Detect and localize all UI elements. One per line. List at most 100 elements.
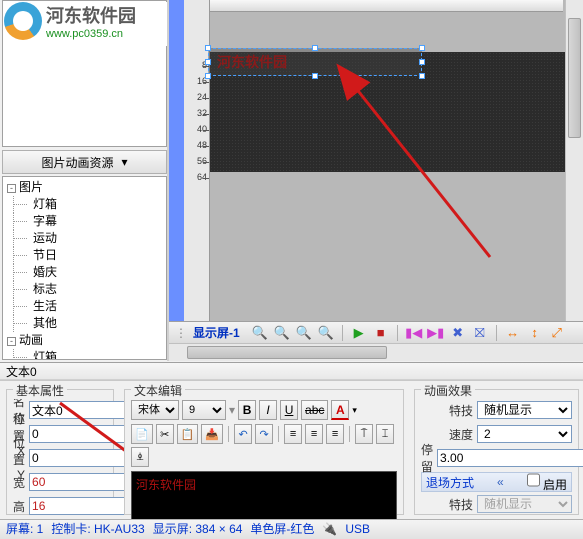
annotation-arrow-icon bbox=[340, 77, 500, 267]
valign-bottom-button[interactable]: ⍎ bbox=[131, 447, 149, 467]
play-icon[interactable]: ▶ bbox=[351, 325, 367, 341]
animation-effect-group: 动画效果 特技随机显示 速度2 停留▴▾ 退场方式 « 启用 特技随机显示 速度… bbox=[414, 389, 579, 515]
exit-mode-header: 退场方式 « 启用 bbox=[421, 472, 572, 492]
italic-button[interactable]: I bbox=[259, 400, 277, 420]
tree-item[interactable]: 其他 bbox=[7, 315, 162, 332]
logo-watermark: 河东软件园 www.pc0359.cn bbox=[4, 2, 167, 46]
separator bbox=[496, 325, 497, 341]
exit-mode-label: 退场方式 bbox=[426, 474, 474, 491]
effect-fx-select[interactable]: 随机显示 bbox=[477, 401, 572, 419]
stretch-v-icon[interactable]: ↕ bbox=[527, 325, 543, 341]
text-format-toolbar: 宋体 9 ▾ B I U abc A▾ bbox=[131, 400, 397, 420]
resize-handle[interactable] bbox=[312, 45, 318, 51]
undo-button[interactable]: ↶ bbox=[234, 424, 252, 444]
resource-dropdown[interactable]: 图片动画资源 ▾ bbox=[2, 150, 167, 174]
height-label: 高 bbox=[13, 498, 25, 515]
resize-handle[interactable] bbox=[205, 59, 211, 65]
property-header: 文本0 bbox=[0, 362, 583, 380]
zoom-fit-icon[interactable]: 🔍 bbox=[252, 325, 268, 341]
exit-fx-label: 特技 bbox=[421, 496, 473, 513]
text-object-selected[interactable]: 河东软件园 bbox=[208, 48, 422, 76]
scrollbar-vertical[interactable] bbox=[565, 0, 583, 321]
strikethrough-button[interactable]: abc bbox=[301, 400, 328, 420]
first-icon[interactable]: ▮◀ bbox=[406, 325, 422, 341]
font-color-button[interactable]: A bbox=[331, 400, 349, 420]
size-select[interactable]: 9 bbox=[182, 400, 226, 420]
import-button[interactable]: 📄 bbox=[131, 424, 153, 444]
scrollbar-thumb[interactable] bbox=[187, 346, 387, 359]
zoom-out-icon[interactable]: 🔍 bbox=[296, 325, 312, 341]
chevron-down-icon: ▾ bbox=[121, 155, 127, 169]
resize-handle[interactable] bbox=[205, 73, 211, 79]
text-align-toolbar: 📄 ✂ 📋 📥 ↶ ↷ ≡ ≡ ≡ ⍑ ⌶ ⍎ bbox=[131, 424, 397, 467]
valign-middle-button[interactable]: ⌶ bbox=[376, 424, 394, 444]
text-preview-content: 河东软件园 bbox=[136, 478, 196, 492]
basic-properties-group: 基本属性 名称 位置X▴▾ 位置Y▴▾ 宽▴▾ 高▴▾ bbox=[6, 389, 114, 515]
valign-top-button[interactable]: ⍑ bbox=[355, 424, 373, 444]
canvas-viewport[interactable]: 河东软件园 bbox=[210, 12, 563, 321]
effect-speed-select[interactable]: 2 bbox=[477, 425, 572, 443]
logo-title: 河东软件园 bbox=[46, 2, 136, 28]
bold-button[interactable]: B bbox=[238, 400, 256, 420]
status-usb: USB bbox=[345, 520, 370, 539]
tree-item[interactable]: 灯箱 bbox=[7, 349, 162, 360]
exit-enable-checkbox[interactable] bbox=[527, 471, 540, 489]
status-usb-icon: 🔌 bbox=[322, 520, 337, 539]
clear-icon[interactable]: ✖ bbox=[450, 325, 466, 341]
copy-button[interactable]: 📋 bbox=[177, 424, 199, 444]
status-screen: 屏幕: 1 bbox=[6, 520, 43, 539]
text-edit-group: 文本编辑 宋体 9 ▾ B I U abc A▾ 📄 ✂ 📋 📥 ↶ ↷ ≡ ≡… bbox=[124, 389, 404, 515]
logo-url: www.pc0359.cn bbox=[46, 28, 136, 40]
clear-all-icon[interactable]: ⛝ bbox=[472, 325, 488, 341]
stretch-both-icon[interactable]: ⤢ bbox=[549, 325, 565, 341]
align-right-button[interactable]: ≡ bbox=[326, 424, 344, 444]
tree-item[interactable]: 灯箱 bbox=[7, 196, 162, 213]
paste-button[interactable]: 📥 bbox=[201, 424, 223, 444]
resize-handle[interactable] bbox=[312, 73, 318, 79]
stretch-h-icon[interactable]: ↔ bbox=[505, 325, 521, 341]
effect-stay-input[interactable] bbox=[437, 449, 583, 467]
effect-speed-label: 速度 bbox=[421, 426, 473, 443]
tree-item[interactable]: 标志 bbox=[7, 281, 162, 298]
tree-item[interactable]: 节日 bbox=[7, 247, 162, 264]
exit-enable-label: 启用 bbox=[543, 478, 567, 492]
zoom-actual-icon[interactable]: 🔍 bbox=[318, 325, 334, 341]
text-object-content: 河东软件园 bbox=[217, 52, 287, 72]
resize-handle[interactable] bbox=[419, 59, 425, 65]
tree-node-images[interactable]: -图片 bbox=[7, 179, 162, 196]
tree-item[interactable]: 生活 bbox=[7, 298, 162, 315]
logo-icon bbox=[4, 2, 42, 40]
tree-node-anim[interactable]: -动画 bbox=[7, 332, 162, 349]
cut-button[interactable]: ✂ bbox=[156, 424, 174, 444]
underline-button[interactable]: U bbox=[280, 400, 298, 420]
resource-tree[interactable]: -图片 灯箱 字幕 运动 节日 婚庆 标志 生活 其他 -动画 灯箱 字幕 bbox=[2, 176, 167, 360]
canvas-toolbar: ⋮ 显示屏-1 🔍 🔍 🔍 🔍 ▶ ■ ▮◀ ▶▮ ✖ ⛝ ↔ ↕ ⤢ bbox=[169, 321, 583, 343]
status-display: 显示屏: 384 × 64 bbox=[153, 520, 243, 539]
canvas-area: 8 16 24 32 40 48 56 64 河东软件园 bbox=[169, 0, 583, 361]
exit-collapse-icon[interactable]: « bbox=[497, 475, 504, 489]
redo-button[interactable]: ↷ bbox=[255, 424, 273, 444]
exit-fx-select[interactable]: 随机显示 bbox=[477, 495, 572, 513]
font-select[interactable]: 宋体 bbox=[131, 400, 179, 420]
separator bbox=[397, 325, 398, 341]
status-color: 单色屏-红色 bbox=[250, 520, 314, 539]
last-icon[interactable]: ▶▮ bbox=[428, 325, 444, 341]
resize-handle[interactable] bbox=[205, 45, 211, 51]
tree-item[interactable]: 运动 bbox=[7, 230, 162, 247]
tree-item[interactable]: 婚庆 bbox=[7, 264, 162, 281]
tree-item[interactable]: 字幕 bbox=[7, 213, 162, 230]
canvas-gutter bbox=[169, 0, 184, 321]
zoom-in-icon[interactable]: 🔍 bbox=[274, 325, 290, 341]
align-left-button[interactable]: ≡ bbox=[284, 424, 302, 444]
group-title: 动画效果 bbox=[421, 382, 475, 399]
scrollbar-horizontal[interactable] bbox=[169, 343, 583, 361]
resource-dropdown-label: 图片动画资源 bbox=[41, 154, 113, 171]
align-center-button[interactable]: ≡ bbox=[305, 424, 323, 444]
scrollbar-thumb[interactable] bbox=[568, 18, 581, 138]
stop-icon[interactable]: ■ bbox=[373, 325, 389, 341]
display-tab[interactable]: 显示屏-1 bbox=[193, 324, 240, 341]
status-card: 控制卡: HK-AU33 bbox=[51, 520, 144, 539]
ruler-horizontal bbox=[210, 0, 563, 12]
separator bbox=[342, 325, 343, 341]
resize-handle[interactable] bbox=[419, 45, 425, 51]
